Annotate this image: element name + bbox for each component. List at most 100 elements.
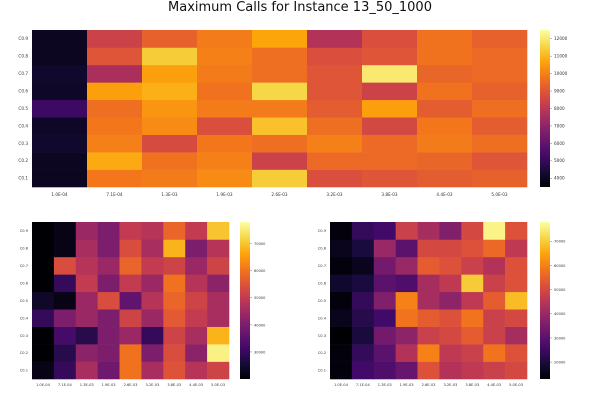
y-tick-label: C0.8 [18, 54, 28, 59]
heatmap-cell [362, 169, 418, 188]
x-tick-label: 1.0E-04 [51, 192, 67, 197]
heatmap-cell [307, 152, 363, 170]
heatmap-cell [141, 222, 164, 240]
heatmap-cell [32, 117, 88, 135]
x-tick-label: 1.3E-03 [161, 192, 177, 197]
heatmap-cell [439, 326, 462, 345]
heatmap-cell [75, 291, 98, 310]
heatmap-cell [395, 361, 418, 380]
heatmap-cell [351, 239, 375, 258]
colorbar-tick-label: 30000 [554, 336, 566, 340]
heatmap-cell [362, 82, 418, 101]
heatmap-cell [395, 326, 418, 345]
heatmap-cell [75, 256, 98, 275]
y-tick-label: C0.6 [18, 88, 28, 93]
x-tick-label: 3.8E-03 [465, 383, 479, 387]
heatmap-cell [330, 239, 353, 258]
heatmap-cell [75, 309, 98, 327]
x-tick-label: 3.2E-03 [443, 383, 457, 387]
heatmap-cell [483, 274, 506, 293]
heatmap-cell [87, 64, 143, 83]
heatmap-cell [351, 361, 375, 380]
heatmap-cell [163, 309, 186, 327]
heatmap-cell [97, 291, 120, 310]
heatmap-cell [417, 152, 473, 170]
heatmap-cell [32, 361, 55, 380]
heatmap-cell [119, 274, 142, 293]
heatmap-cell [417, 30, 473, 48]
heatmap-cell [53, 291, 77, 310]
heatmap-cell [439, 256, 462, 275]
heatmap-cell [461, 361, 484, 380]
x-tick-label: 5.0E-03 [211, 383, 225, 387]
heatmap-cell [461, 309, 484, 327]
heatmap-cell [307, 64, 363, 83]
heatmap-cell [119, 344, 142, 362]
heatmap-cell [119, 256, 142, 275]
heatmap-cell [307, 117, 363, 135]
heatmap-cell [505, 326, 528, 345]
x-tick-label: 7.1E-04 [356, 383, 371, 387]
heatmap-cell [119, 222, 142, 240]
heatmap-panel-2: C0.1 C0.2 C0.3 C0.4 C0.5 C0.6 C0.7 C0.8 C0.9 1.0E… [20, 222, 266, 387]
heatmap-cell [142, 30, 198, 48]
colorbar [240, 222, 250, 379]
heatmap-cell [417, 117, 473, 135]
colorbar-tick-label: 7000 [554, 123, 565, 128]
heatmap-cell [472, 47, 528, 66]
heatmap-cell [252, 117, 308, 135]
heatmap-cell [97, 326, 120, 345]
heatmap-cell [330, 361, 353, 380]
heatmap-cell [163, 239, 186, 258]
heatmap-cell [505, 309, 528, 327]
heatmap-cell [163, 291, 186, 310]
heatmap-cell [373, 256, 396, 275]
x-tick-label: 2.6E-03 [271, 192, 287, 197]
heatmap-cell [32, 152, 88, 170]
heatmap-cell [351, 291, 375, 310]
heatmap-cell [472, 30, 528, 48]
heatmap-cell [185, 239, 208, 258]
heatmap-cell [373, 326, 396, 345]
heatmap-cell [439, 344, 462, 362]
heatmap-cell [87, 99, 143, 118]
heatmap-cell [141, 239, 164, 258]
heatmap-cell [32, 134, 88, 153]
heatmap-cell [142, 47, 198, 66]
heatmap-cell [142, 134, 198, 153]
heatmap-cell [32, 256, 55, 275]
heatmap-cell [395, 239, 418, 258]
heatmap-cell [505, 361, 528, 380]
heatmap-cell [362, 30, 418, 48]
colorbar-tick-label: 50000 [254, 296, 266, 300]
heatmap-cell [330, 309, 353, 327]
y-tick-label: C0.3 [18, 141, 28, 146]
heatmap-cell [417, 256, 440, 275]
colorbar-tick-label: 5000 [554, 158, 565, 163]
heatmap-cell [351, 326, 375, 345]
heatmap-cell [252, 30, 308, 48]
colorbar [540, 222, 550, 379]
heatmap-cell [439, 222, 462, 240]
heatmap-cell [505, 239, 528, 258]
heatmap-cell [142, 64, 198, 83]
heatmap-cell [163, 344, 186, 362]
heatmap-cell [53, 274, 77, 293]
heatmap-cell [483, 361, 506, 380]
y-tick-label: C0.3 [318, 334, 326, 338]
heatmap-cell [362, 152, 418, 170]
heatmap-cell [53, 309, 77, 327]
heatmap-cell [32, 169, 88, 188]
heatmap-cell [505, 344, 528, 362]
heatmap-cell [472, 134, 528, 153]
colorbar-tick-label: 11000 [554, 54, 568, 59]
heatmap-cell [505, 256, 528, 275]
heatmap-cell [461, 239, 484, 258]
y-tick-label: C0.4 [318, 316, 327, 320]
heatmap-cell [483, 239, 506, 258]
heatmap-cell [185, 309, 208, 327]
y-tick-label: C0.9 [318, 229, 327, 233]
heatmap-cell [351, 222, 375, 240]
heatmap-cell [330, 344, 353, 362]
heatmap-cell [395, 222, 418, 240]
